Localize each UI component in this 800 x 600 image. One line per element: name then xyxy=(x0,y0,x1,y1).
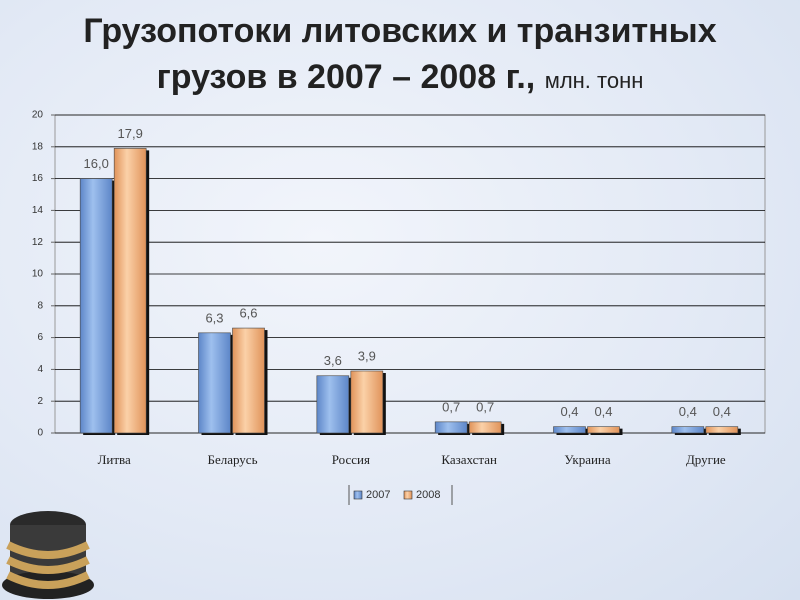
bar xyxy=(113,148,147,434)
y-tick-label: 8 xyxy=(37,300,43,311)
chart-title: Грузопотоки литовских и транзитных грузо… xyxy=(83,12,717,96)
x-tick-label: Россия xyxy=(332,452,370,467)
data-label: 16,0 xyxy=(84,156,109,171)
data-label: 17,9 xyxy=(118,126,143,141)
y-tick-label: 4 xyxy=(37,364,43,375)
title-block: Грузопотоки литовских и транзитных грузо… xyxy=(40,8,760,104)
y-tick-label: 2 xyxy=(37,396,43,407)
y-tick-label: 20 xyxy=(32,110,44,121)
x-tick-label: Казахстан xyxy=(441,452,497,467)
y-tick-label: 0 xyxy=(37,428,43,439)
y-tick-label: 16 xyxy=(32,173,44,184)
data-label: 0,4 xyxy=(594,404,612,419)
data-label: 0,7 xyxy=(476,399,494,414)
data-label: 6,6 xyxy=(239,305,257,320)
data-label: 3,9 xyxy=(358,348,376,363)
x-tick-label: Беларусь xyxy=(207,452,257,467)
bar xyxy=(198,332,231,434)
x-tick-label: Литва xyxy=(98,452,131,467)
chart-subtitle: млн. тонн xyxy=(544,68,644,93)
data-label: 0,7 xyxy=(442,399,460,414)
y-tick-label: 10 xyxy=(32,269,44,280)
bar xyxy=(468,421,502,434)
data-label: 0,4 xyxy=(679,404,697,419)
x-tick-label: Другие xyxy=(686,452,726,467)
y-tick-label: 14 xyxy=(32,205,44,216)
data-label: 3,6 xyxy=(324,353,342,368)
x-tick-label: Украина xyxy=(564,452,611,467)
data-label: 0,4 xyxy=(560,404,578,419)
bar xyxy=(350,370,384,434)
y-tick-label: 6 xyxy=(37,332,43,343)
bar xyxy=(705,426,739,434)
bar xyxy=(232,327,265,434)
legend-swatch xyxy=(403,490,413,500)
legend-swatch xyxy=(353,490,363,500)
y-tick-label: 18 xyxy=(32,141,44,152)
bar xyxy=(79,178,113,434)
bar xyxy=(316,375,350,434)
decor-bollard xyxy=(2,511,94,599)
bar xyxy=(553,426,586,434)
y-tick-label: 12 xyxy=(32,237,44,248)
bar xyxy=(434,421,468,434)
legend-label: 2008 xyxy=(416,489,440,501)
data-label: 0,4 xyxy=(713,404,731,419)
data-label: 6,3 xyxy=(205,310,223,325)
legend-label: 2007 xyxy=(366,489,390,501)
bar xyxy=(587,426,620,434)
bar xyxy=(671,426,705,434)
